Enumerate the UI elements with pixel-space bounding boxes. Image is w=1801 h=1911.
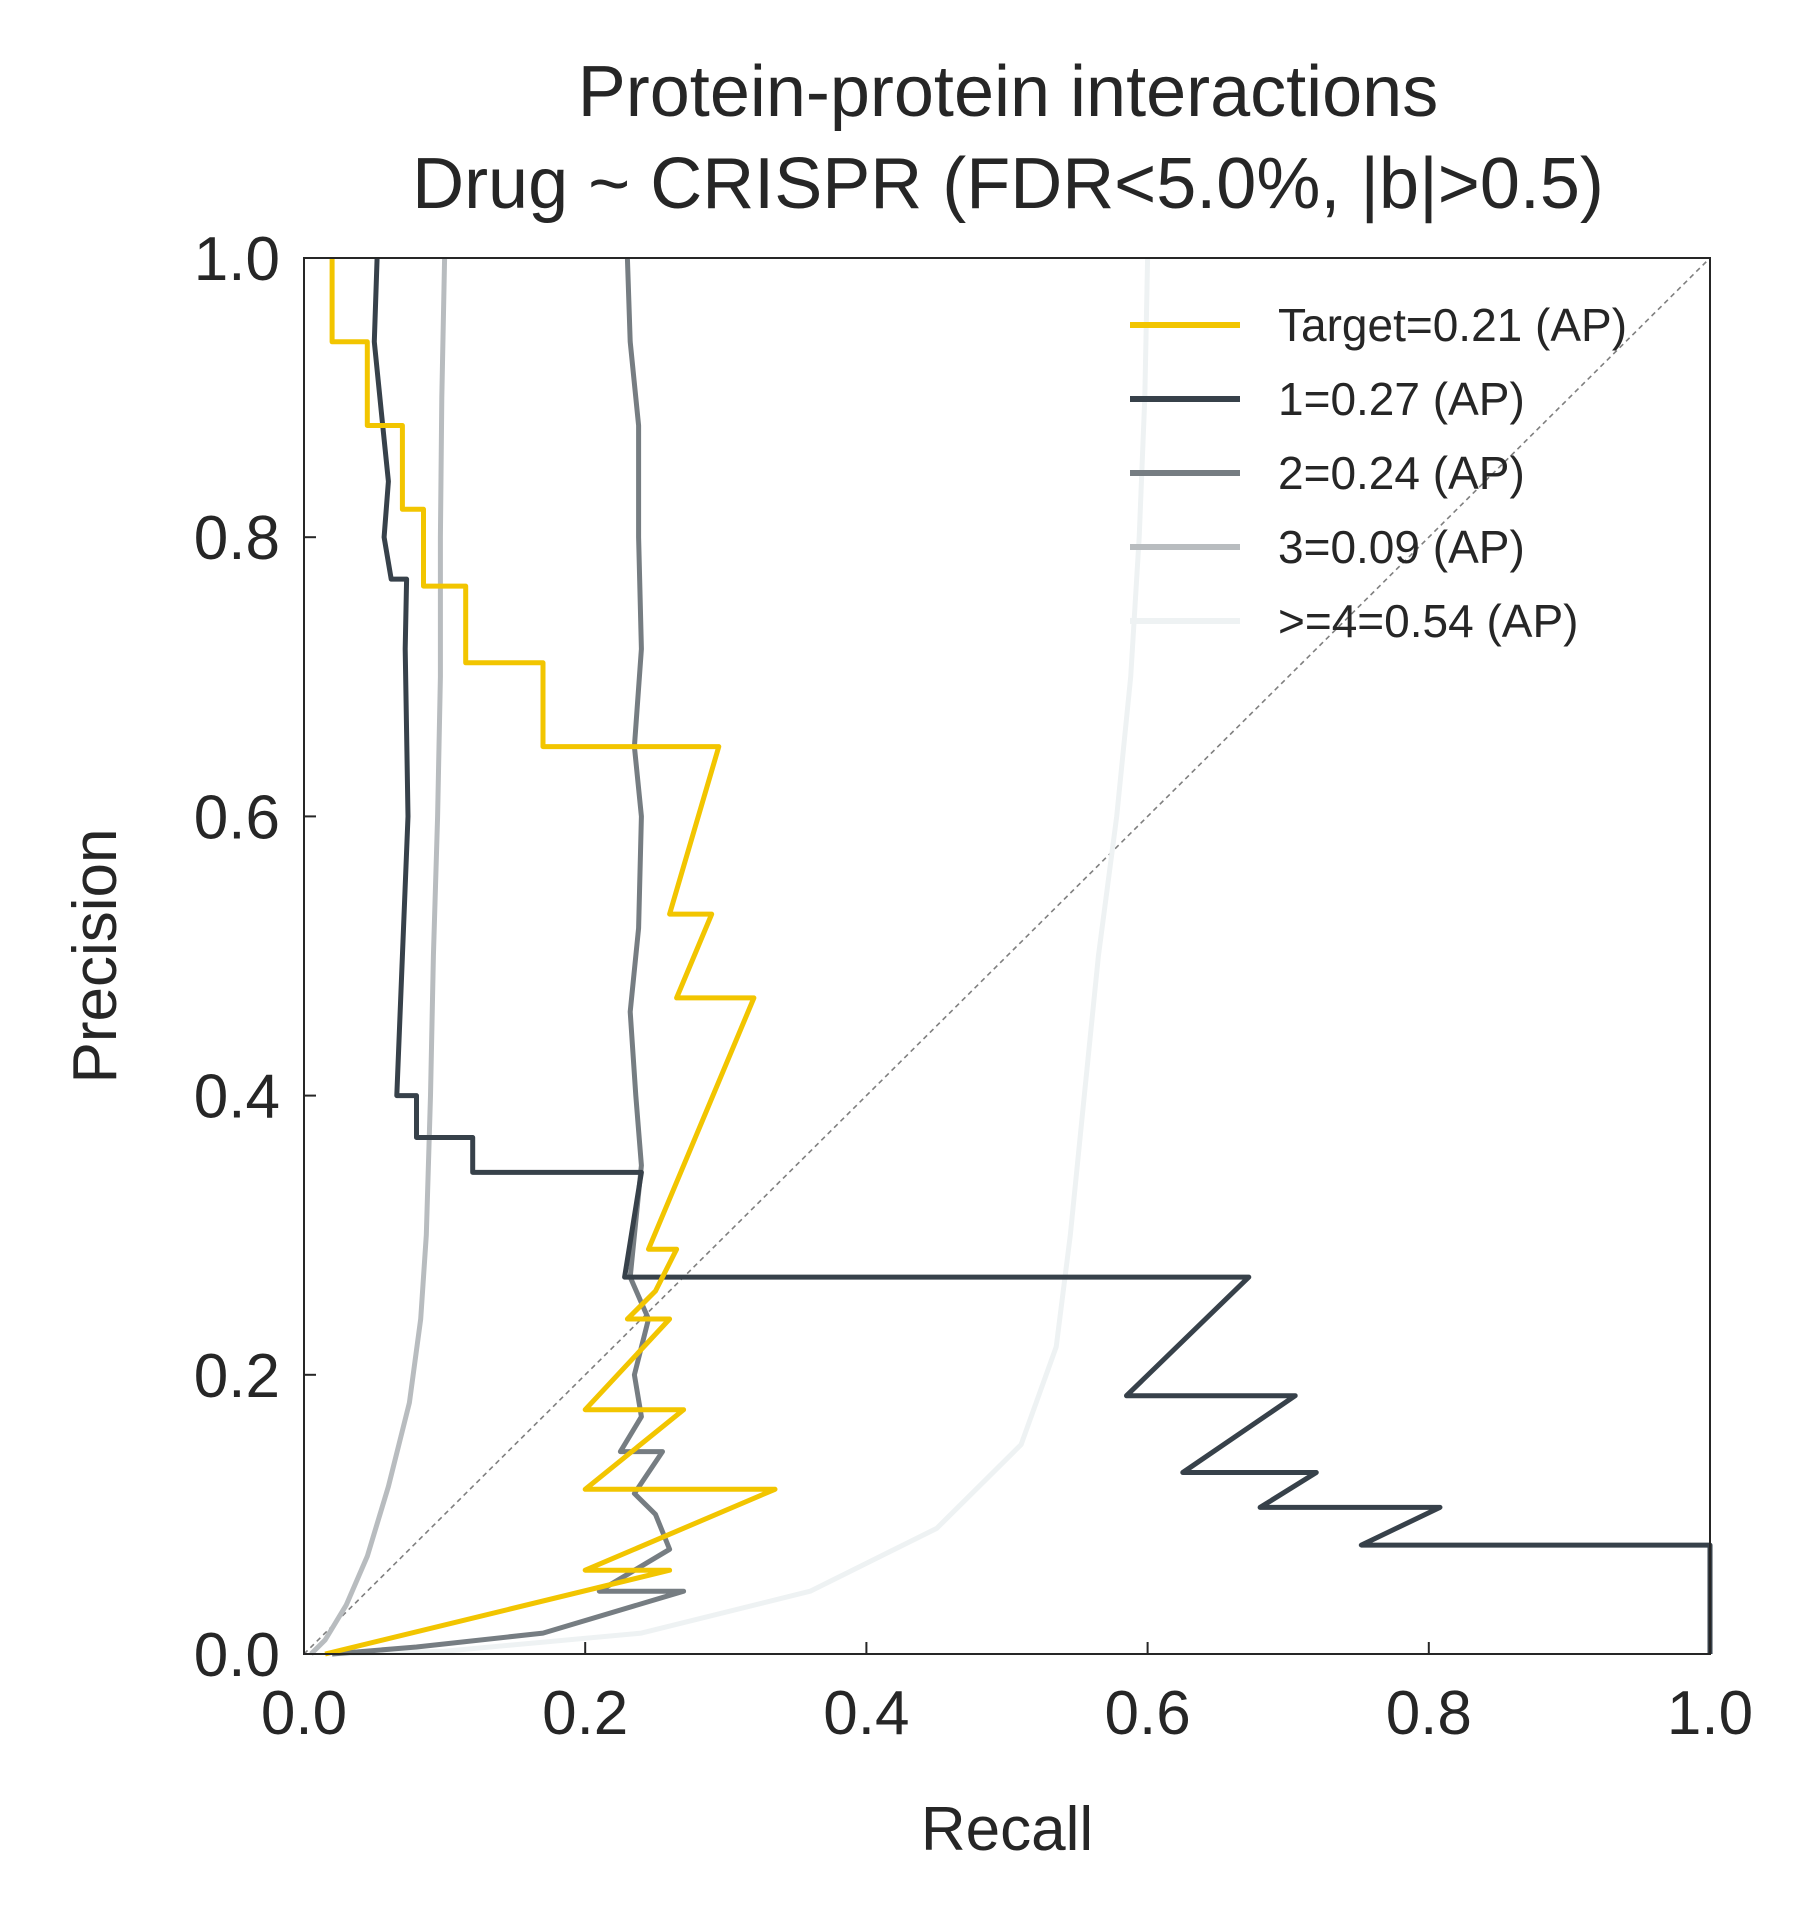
plot-frame	[303, 257, 1711, 1655]
legend-label-0: Target=0.21 (AP)	[1278, 299, 1627, 351]
y-tick-label: 0.0	[194, 1621, 280, 1690]
series-line-0	[324, 258, 778, 1657]
chart-title-line-1: Protein-protein interactions	[578, 52, 1438, 132]
chart-title-line-2: Drug ~ CRISPR (FDR<5.0%, |b|>0.5)	[412, 144, 1604, 224]
y-tick-label: 0.2	[194, 1342, 280, 1411]
legend-label-4: >=4=0.54 (AP)	[1278, 595, 1578, 647]
y-tick-label: 1.0	[194, 225, 280, 294]
series-line-1	[371, 257, 1713, 1654]
y-tick-label: 0.6	[194, 783, 280, 852]
x-axis-label: Recall	[921, 1795, 1093, 1864]
plot-area	[303, 257, 1713, 1657]
legend: Target=0.21 (AP) 1=0.27 (AP) 2=0.24 (AP) 3=…	[1130, 299, 1627, 647]
legend-label-3: 3=0.09 (AP)	[1278, 521, 1525, 573]
y-tick-label: 0.8	[194, 504, 280, 573]
legend-label-2: 2=0.24 (AP)	[1278, 447, 1525, 499]
x-tick-label: 0.2	[542, 1679, 628, 1748]
x-tick-label: 0.0	[261, 1679, 347, 1748]
x-tick-label: 0.8	[1386, 1679, 1472, 1748]
x-tick-label: 1.0	[1667, 1679, 1753, 1748]
x-tick-label: 0.6	[1104, 1679, 1190, 1748]
legend-label-1: 1=0.27 (AP)	[1278, 373, 1525, 425]
series-line-4	[332, 257, 1151, 1657]
axis-ticks: 0.0 0.2 0.4 0.6 0.8 1.0 0.0 0.2 0.4 0.6 0.8 1.0	[194, 225, 1753, 1748]
y-axis-label: Precision	[61, 829, 130, 1084]
series-line-3	[309, 257, 448, 1656]
diagonal-reference-line	[303, 257, 1711, 1655]
y-tick-label: 0.4	[194, 1063, 280, 1132]
x-tick-label: 0.4	[823, 1679, 909, 1748]
